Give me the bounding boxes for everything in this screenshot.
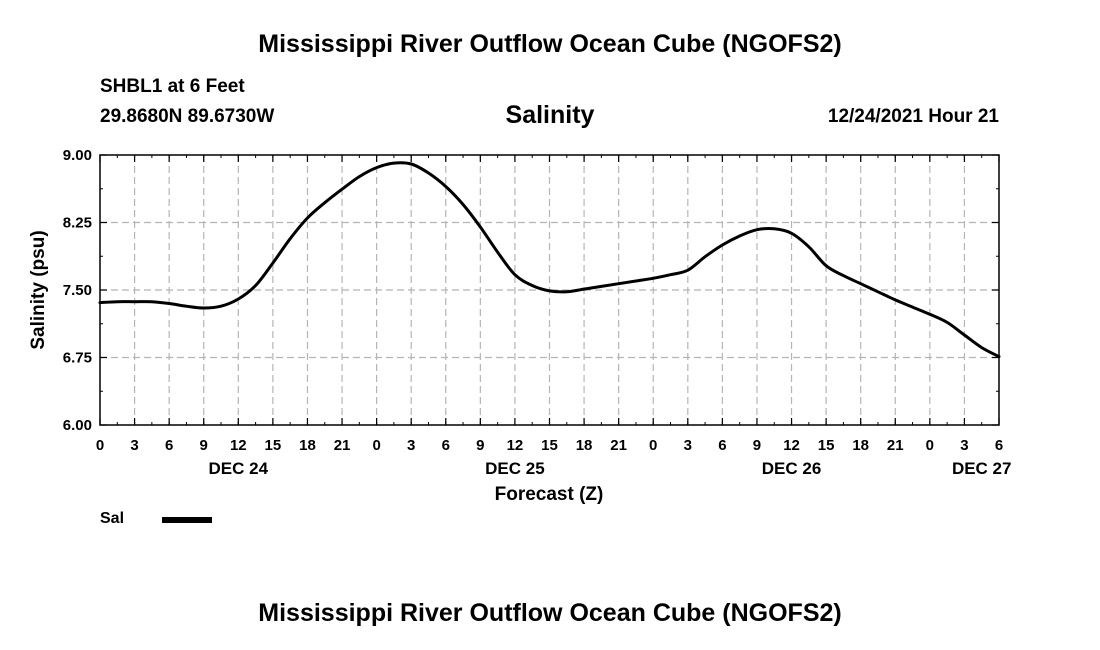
axis-tick-labels: 0 3 6 9 12 15 18 21 0 3 6 9 12 15 18 21 0 3 6 9 12 15 18 21 0 3 6 9… bbox=[63, 147, 1012, 478]
axis-ticks bbox=[99, 154, 1000, 426]
series-line-sal bbox=[98, 161, 1001, 359]
y-tick-label: 6.00 bbox=[63, 417, 92, 434]
x-tick-label: 9 bbox=[753, 437, 761, 454]
chart-title: Salinity bbox=[505, 101, 595, 129]
bottom-title: Mississippi River Outflow Ocean Cube (NG… bbox=[258, 599, 842, 627]
x-tick-label: 18 bbox=[852, 437, 869, 454]
x-axis-label: Forecast (Z) bbox=[495, 484, 604, 505]
main-title: Mississippi River Outflow Ocean Cube (NG… bbox=[258, 30, 842, 58]
date-label: DEC 24 bbox=[209, 459, 269, 478]
x-tick-label: 15 bbox=[265, 437, 282, 454]
forecast-date-hour: 12/24/2021 Hour 21 bbox=[827, 106, 999, 127]
x-tick-label: 3 bbox=[684, 437, 692, 454]
station-label: SHBL1 at 6 Feet bbox=[100, 76, 245, 97]
y-tick-label: 6.75 bbox=[63, 350, 92, 367]
x-tick-label: 21 bbox=[887, 437, 904, 454]
x-tick-label: 0 bbox=[372, 437, 380, 454]
x-tick-label: 9 bbox=[476, 437, 484, 454]
legend-label: Sal bbox=[100, 510, 125, 527]
x-tick-label: 0 bbox=[926, 437, 934, 454]
x-tick-label: 12 bbox=[230, 437, 247, 454]
x-tick-label: 3 bbox=[960, 437, 968, 454]
x-tick-label: 3 bbox=[130, 437, 138, 454]
date-label: DEC 27 bbox=[952, 459, 1012, 478]
x-tick-label: 6 bbox=[995, 437, 1003, 454]
x-tick-label: 15 bbox=[541, 437, 558, 454]
x-tick-label: 6 bbox=[165, 437, 173, 454]
x-tick-label: 6 bbox=[442, 437, 450, 454]
x-tick-label: 0 bbox=[649, 437, 657, 454]
date-label: DEC 25 bbox=[485, 459, 545, 478]
date-label: DEC 26 bbox=[762, 459, 822, 478]
salinity-chart: 0 3 6 9 12 15 18 21 0 3 6 9 12 15 18 21 0 3 6 9 12 15 18 21 0 3 6 9… bbox=[28, 147, 1012, 505]
x-tick-label: 18 bbox=[576, 437, 593, 454]
x-tick-label: 0 bbox=[96, 437, 104, 454]
y-tick-label: 8.25 bbox=[63, 215, 92, 232]
x-tick-label: 6 bbox=[718, 437, 726, 454]
station-coordinates: 29.8680N 89.6730W bbox=[100, 106, 275, 127]
y-tick-label: 9.00 bbox=[63, 147, 92, 164]
x-tick-label: 18 bbox=[299, 437, 316, 454]
y-tick-label: 7.50 bbox=[63, 282, 92, 299]
legend-swatch bbox=[162, 517, 212, 523]
x-tick-label: 21 bbox=[610, 437, 627, 454]
x-tick-label: 12 bbox=[507, 437, 524, 454]
x-tick-label: 15 bbox=[818, 437, 835, 454]
y-axis-label: Salinity (psu) bbox=[28, 230, 49, 349]
x-tick-label: 3 bbox=[407, 437, 415, 454]
x-tick-label: 21 bbox=[334, 437, 351, 454]
x-tick-label: 12 bbox=[783, 437, 800, 454]
x-tick-label: 9 bbox=[200, 437, 208, 454]
